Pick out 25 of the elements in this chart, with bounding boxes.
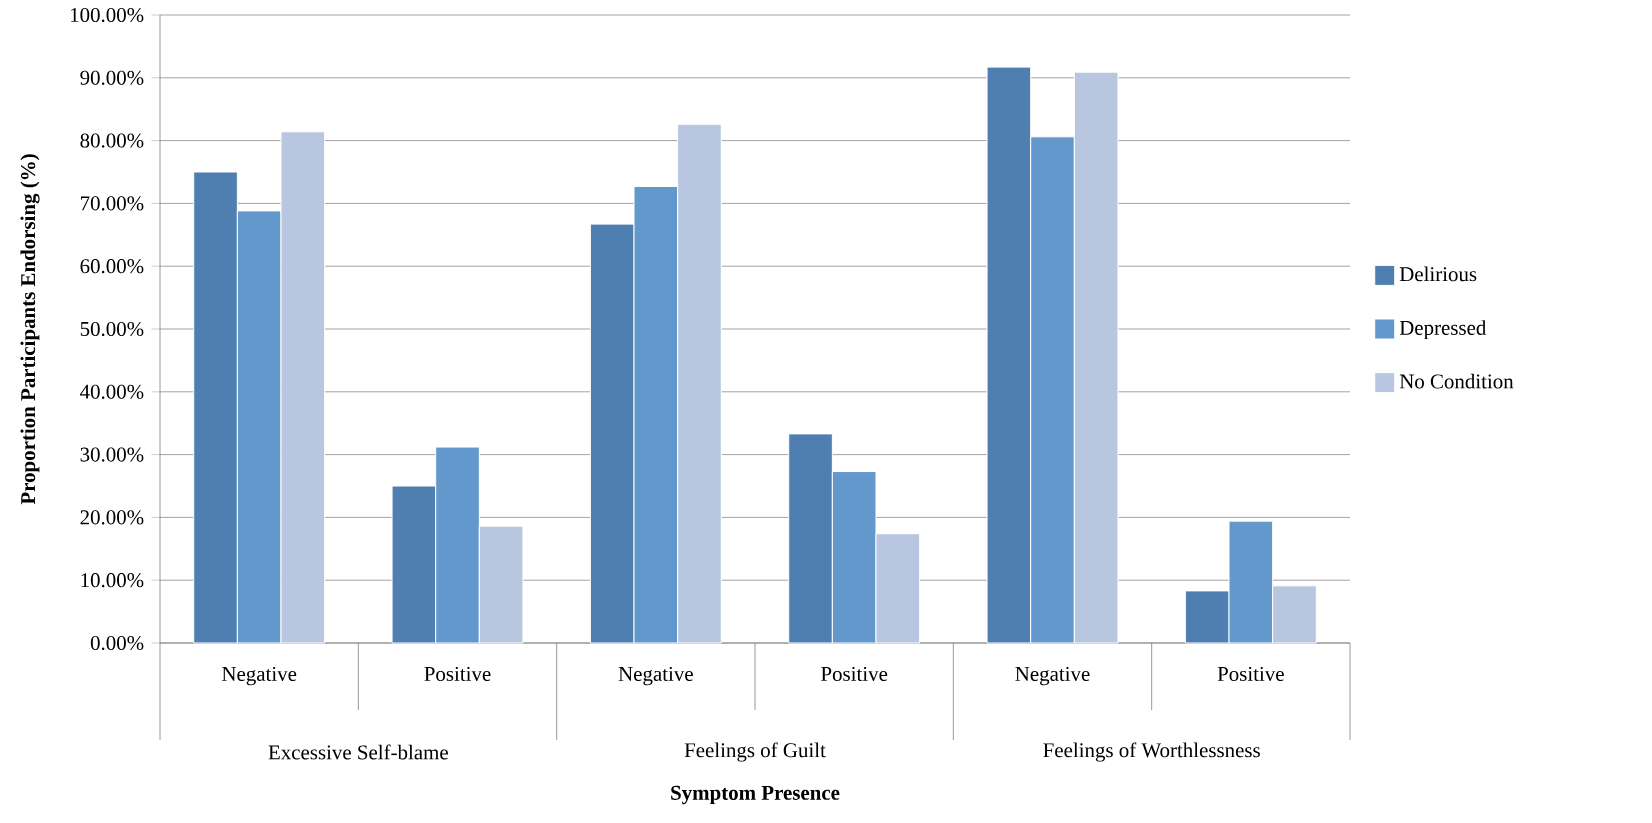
legend-label: No Condition [1399,373,1514,389]
y-tick-label: 60.00% [80,259,144,274]
y-tick-label: 90.00% [80,70,144,85]
y-tick-label: 20.00% [80,510,144,525]
text: Feelings of Guilt [684,742,826,762]
y-axis-title: Proportion Participants Endorsing (%) [20,154,40,505]
y-tick-label: 40.00% [80,384,144,399]
y-tick-label: 30.00% [80,447,144,462]
y-tick-label: 80.00% [80,133,144,148]
text: Feelings of Worthlessness [1043,742,1260,762]
x-tick-label: Positive [424,666,491,681]
x-tick-label: Negative [222,666,297,686]
legend-label: Delirious [1399,266,1477,282]
y-tick-label: 10.00% [81,573,144,588]
y-tick-label: 50.00% [80,321,144,337]
x-tick-label: Positive [821,666,888,681]
x-axis-title: Symptom Presence [671,785,840,805]
x-tick-label: Negative [618,666,693,686]
y-tick-label: 70.00% [81,196,144,211]
y-tick-label: 100.00% [71,7,144,23]
x-tick-label: Negative [1015,666,1090,686]
y-tick-label: 0.00% [90,635,144,651]
text: Excessive Self-blame [268,744,448,760]
legend-label: Depressed [1399,320,1487,340]
x-tick-label: Positive [1217,666,1284,681]
